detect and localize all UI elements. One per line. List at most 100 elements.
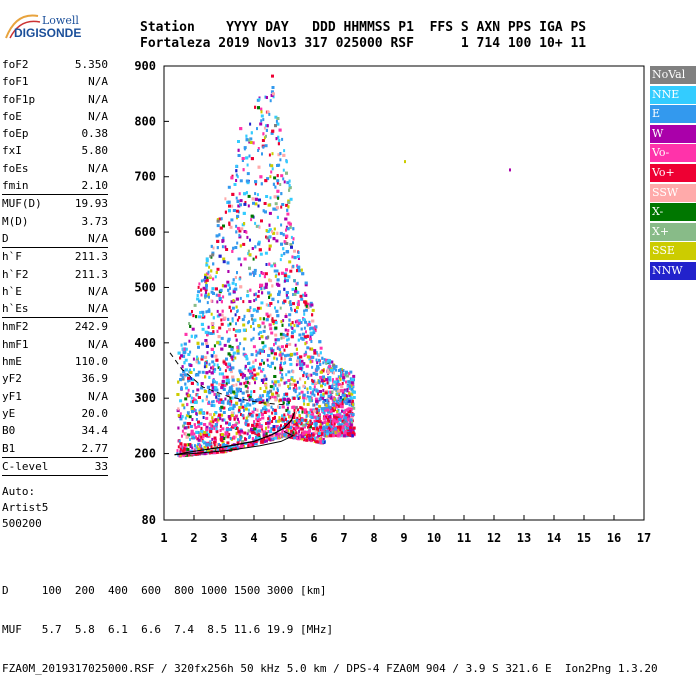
echo-point xyxy=(260,301,264,305)
echo-point xyxy=(229,396,232,400)
echo-point xyxy=(264,144,268,148)
echo-point xyxy=(318,397,322,401)
echo-points xyxy=(176,74,511,458)
echo-point xyxy=(183,426,187,430)
echo-point xyxy=(219,417,222,421)
echo-point xyxy=(267,430,271,433)
echo-point xyxy=(333,397,336,401)
echo-point xyxy=(273,408,277,412)
echo-point xyxy=(248,253,252,257)
echo-point xyxy=(202,440,205,444)
echo-point xyxy=(279,434,282,438)
echo-point xyxy=(318,404,322,408)
echo-point xyxy=(177,380,180,384)
echo-point xyxy=(263,411,267,414)
echo-point xyxy=(201,370,205,374)
echo-point xyxy=(254,292,257,296)
echo-point xyxy=(346,416,349,420)
echo-point xyxy=(238,316,241,320)
echo-point xyxy=(268,223,271,227)
echo-point xyxy=(208,451,211,455)
echo-point xyxy=(335,385,338,389)
echo-point xyxy=(235,196,238,200)
echo-point xyxy=(331,403,335,407)
echo-point xyxy=(311,319,315,323)
echo-point xyxy=(257,149,260,152)
echo-point xyxy=(339,402,343,406)
echo-point xyxy=(219,401,223,404)
echo-point xyxy=(339,405,343,408)
param-row: h`F2 211.3 xyxy=(2,266,108,283)
echo-point xyxy=(184,358,188,362)
echo-point xyxy=(288,398,291,402)
echo-point xyxy=(260,114,264,118)
echo-point xyxy=(198,434,200,438)
echo-point xyxy=(255,413,259,417)
echo-point xyxy=(280,361,282,365)
echo-point xyxy=(215,271,218,274)
echo-point xyxy=(176,449,179,453)
echo-point xyxy=(255,428,258,432)
echo-point xyxy=(294,406,298,410)
echo-point xyxy=(196,373,200,377)
echo-point xyxy=(286,353,290,357)
echo-point xyxy=(285,313,287,317)
echo-point xyxy=(216,329,219,333)
echo-point xyxy=(210,371,214,375)
echo-point xyxy=(267,425,270,429)
echo-point xyxy=(257,240,261,244)
echo-point xyxy=(343,388,347,392)
echo-point xyxy=(280,352,284,356)
echo-point xyxy=(274,274,277,278)
echo-point xyxy=(230,411,234,415)
echo-point xyxy=(291,420,295,424)
echo-point xyxy=(235,305,238,309)
echo-point xyxy=(322,388,325,392)
echo-point xyxy=(213,448,217,452)
echo-point xyxy=(287,370,291,374)
echo-point xyxy=(226,401,229,405)
echo-point xyxy=(256,408,259,412)
echo-point xyxy=(280,192,283,196)
echo-point xyxy=(238,432,242,436)
echo-point xyxy=(261,291,264,295)
param-value: 20.0 xyxy=(81,406,109,420)
echo-point xyxy=(343,421,347,424)
echo-point xyxy=(222,406,226,410)
echo-point xyxy=(245,134,248,138)
echo-point xyxy=(329,376,332,379)
echo-point xyxy=(239,438,242,442)
param-name: hmF2 xyxy=(2,320,29,334)
echo-point xyxy=(262,433,265,437)
echo-point xyxy=(205,310,208,314)
echo-point xyxy=(181,347,184,351)
echo-point xyxy=(248,272,252,276)
echo-point xyxy=(207,448,211,452)
echo-point xyxy=(277,142,280,146)
echo-point xyxy=(204,330,208,334)
echo-point xyxy=(196,297,200,301)
echo-point xyxy=(243,337,247,341)
echo-point xyxy=(253,420,255,424)
echo-point xyxy=(297,251,300,255)
echo-point xyxy=(303,438,306,442)
echo-point xyxy=(322,410,326,414)
echo-point xyxy=(328,386,331,389)
echo-point xyxy=(188,339,191,343)
echo-point xyxy=(234,334,237,338)
echo-point xyxy=(307,302,310,306)
echo-point xyxy=(288,183,291,187)
echo-point xyxy=(262,317,265,321)
echo-point xyxy=(339,398,343,402)
legend-item-nnw: NNW xyxy=(650,261,696,280)
echo-point xyxy=(191,310,193,314)
echo-point xyxy=(277,346,280,350)
echo-point xyxy=(319,423,322,427)
echo-point xyxy=(188,378,191,382)
echo-point xyxy=(290,307,292,310)
echo-point xyxy=(229,402,231,406)
echo-point xyxy=(242,242,246,246)
echo-point xyxy=(256,193,259,197)
echo-point xyxy=(271,320,275,323)
echo-point xyxy=(336,413,339,417)
